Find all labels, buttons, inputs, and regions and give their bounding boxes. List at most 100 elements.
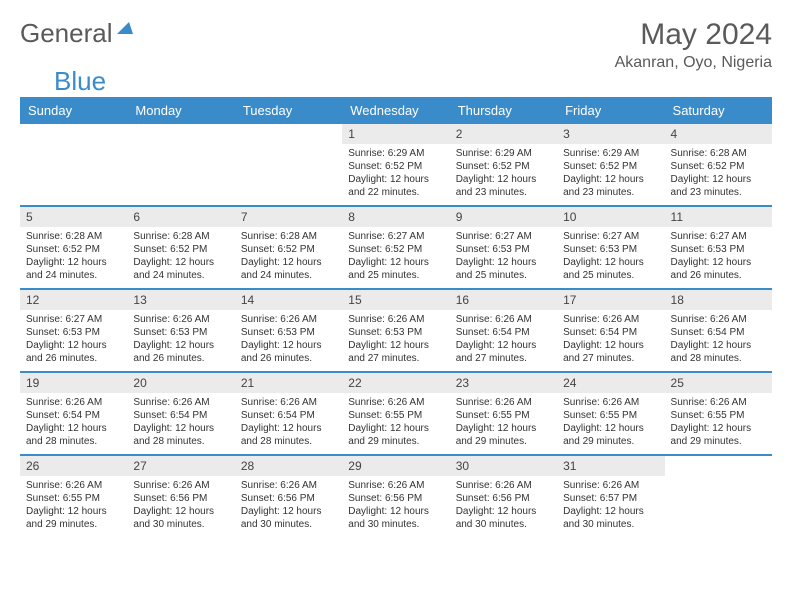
sunset-line: Sunset: 6:55 PM [456,409,551,422]
sunrise-line: Sunrise: 6:29 AM [563,147,658,160]
sunset-line: Sunset: 6:55 PM [26,492,121,505]
day-number: 7 [235,207,342,227]
sunrise-line: Sunrise: 6:26 AM [241,313,336,326]
day-data: Sunrise: 6:27 AMSunset: 6:53 PMDaylight:… [557,227,664,288]
sunrise-line: Sunrise: 6:26 AM [671,396,766,409]
sunrise-line: Sunrise: 6:28 AM [26,230,121,243]
day-header: Tuesday [235,97,342,124]
calendar-cell: 19Sunrise: 6:26 AMSunset: 6:54 PMDayligh… [20,372,127,455]
logo-text-1: General [20,18,113,49]
daylight-line: Daylight: 12 hours and 27 minutes. [348,339,443,365]
calendar-cell: 22Sunrise: 6:26 AMSunset: 6:55 PMDayligh… [342,372,449,455]
empty-day [127,124,234,144]
day-data: Sunrise: 6:29 AMSunset: 6:52 PMDaylight:… [450,144,557,205]
day-data: Sunrise: 6:28 AMSunset: 6:52 PMDaylight:… [20,227,127,288]
day-data: Sunrise: 6:26 AMSunset: 6:54 PMDaylight:… [235,393,342,454]
day-number: 20 [127,373,234,393]
sunrise-line: Sunrise: 6:27 AM [456,230,551,243]
sunset-line: Sunset: 6:53 PM [241,326,336,339]
day-data: Sunrise: 6:26 AMSunset: 6:56 PMDaylight:… [342,476,449,537]
calendar-cell: 25 Sunrise: 6:26 AMSunset: 6:55 PMDayligh… [665,372,772,455]
daylight-line: Daylight: 12 hours and 22 minutes. [348,173,443,199]
calendar-cell: 18Sunrise: 6:26 AMSunset: 6:54 PMDayligh… [665,289,772,372]
sunrise-line: Sunrise: 6:26 AM [563,313,658,326]
day-data: Sunrise: 6:26 AMSunset: 6:55 PMDaylight:… [450,393,557,454]
sunrise-line: Sunrise: 6:26 AM [133,396,228,409]
calendar-cell: 21Sunrise: 6:26 AMSunset: 6:54 PMDayligh… [235,372,342,455]
calendar-table: SundayMondayTuesdayWednesdayThursdayFrid… [20,97,772,537]
calendar-cell: 29Sunrise: 6:26 AMSunset: 6:56 PMDayligh… [342,455,449,537]
day-number: 18 [665,290,772,310]
day-data: Sunrise: 6:26 AMSunset: 6:54 PMDaylight:… [450,310,557,371]
daylight-line: Daylight: 12 hours and 30 minutes. [241,505,336,531]
sunrise-line: Sunrise: 6:26 AM [241,479,336,492]
day-data: Sunrise: 6:26 AMSunset: 6:57 PMDaylight:… [557,476,664,537]
calendar-cell: 27Sunrise: 6:26 AMSunset: 6:56 PMDayligh… [127,455,234,537]
sunset-line: Sunset: 6:52 PM [241,243,336,256]
sunrise-line: Sunrise: 6:26 AM [456,396,551,409]
day-number: 25 [665,373,772,393]
sunset-line: Sunset: 6:56 PM [241,492,336,505]
daylight-line: Daylight: 12 hours and 27 minutes. [563,339,658,365]
day-number: 23 [450,373,557,393]
day-data: Sunrise: 6:26 AMSunset: 6:54 PMDaylight:… [127,393,234,454]
daylight-line: Daylight: 12 hours and 25 minutes. [348,256,443,282]
sunset-line: Sunset: 6:56 PM [456,492,551,505]
calendar-cell: 1Sunrise: 6:29 AMSunset: 6:52 PMDaylight… [342,124,449,206]
daylight-line: Daylight: 12 hours and 23 minutes. [671,173,766,199]
sunrise-line: Sunrise: 6:26 AM [563,396,658,409]
calendar-cell: 14Sunrise: 6:26 AMSunset: 6:53 PMDayligh… [235,289,342,372]
day-number: 30 [450,456,557,476]
day-data: Sunrise: 6:27 AMSunset: 6:52 PMDaylight:… [342,227,449,288]
daylight-line: Daylight: 12 hours and 26 minutes. [133,339,228,365]
sunset-line: Sunset: 6:53 PM [26,326,121,339]
day-data: Sunrise: 6:26 AMSunset: 6:55 PMDaylight:… [557,393,664,454]
empty-day [20,124,127,144]
day-number: 24 [557,373,664,393]
sunset-line: Sunset: 6:56 PM [133,492,228,505]
daylight-line: Daylight: 12 hours and 24 minutes. [26,256,121,282]
sunrise-line: Sunrise: 6:26 AM [348,396,443,409]
sunset-line: Sunset: 6:53 PM [456,243,551,256]
sunrise-line: Sunrise: 6:29 AM [348,147,443,160]
calendar-cell: 6Sunrise: 6:28 AMSunset: 6:52 PMDaylight… [127,206,234,289]
sunset-line: Sunset: 6:54 PM [456,326,551,339]
day-number: 14 [235,290,342,310]
day-data: Sunrise: 6:27 AMSunset: 6:53 PMDaylight:… [20,310,127,371]
calendar-cell: 11Sunrise: 6:27 AMSunset: 6:53 PMDayligh… [665,206,772,289]
empty-day [235,124,342,144]
calendar-cell: 17Sunrise: 6:26 AMSunset: 6:54 PMDayligh… [557,289,664,372]
sunset-line: Sunset: 6:54 PM [671,326,766,339]
calendar-cell: 15Sunrise: 6:26 AMSunset: 6:53 PMDayligh… [342,289,449,372]
day-data: Sunrise: 6:29 AMSunset: 6:52 PMDaylight:… [342,144,449,205]
daylight-line: Daylight: 12 hours and 30 minutes. [348,505,443,531]
calendar-cell: 31Sunrise: 6:26 AMSunset: 6:57 PMDayligh… [557,455,664,537]
calendar-cell: 3Sunrise: 6:29 AMSunset: 6:52 PMDaylight… [557,124,664,206]
day-header: Sunday [20,97,127,124]
day-data: Sunrise: 6:28 AMSunset: 6:52 PMDaylight:… [665,144,772,205]
day-number: 2 [450,124,557,144]
daylight-line: Daylight: 12 hours and 28 minutes. [133,422,228,448]
day-data: Sunrise: 6:29 AMSunset: 6:52 PMDaylight:… [557,144,664,205]
calendar-week: 26Sunrise: 6:26 AMSunset: 6:55 PMDayligh… [20,455,772,537]
daylight-line: Daylight: 12 hours and 30 minutes. [456,505,551,531]
logo: General [20,18,135,49]
daylight-line: Daylight: 12 hours and 25 minutes. [456,256,551,282]
daylight-line: Daylight: 12 hours and 29 minutes. [671,422,766,448]
day-header-row: SundayMondayTuesdayWednesdayThursdayFrid… [20,97,772,124]
sunrise-line: Sunrise: 6:27 AM [563,230,658,243]
day-number: 28 [235,456,342,476]
sunset-line: Sunset: 6:53 PM [133,326,228,339]
daylight-line: Daylight: 12 hours and 30 minutes. [133,505,228,531]
logo-text-2: Blue [54,66,792,97]
sunrise-line: Sunrise: 6:26 AM [26,396,121,409]
sunset-line: Sunset: 6:55 PM [671,409,766,422]
sunset-line: Sunset: 6:55 PM [563,409,658,422]
sunset-line: Sunset: 6:52 PM [348,160,443,173]
calendar-cell: 28 Sunrise: 6:26 AMSunset: 6:56 PMDayligh… [235,455,342,537]
sunset-line: Sunset: 6:53 PM [671,243,766,256]
sunrise-line: Sunrise: 6:28 AM [671,147,766,160]
daylight-line: Daylight: 12 hours and 23 minutes. [563,173,658,199]
calendar-week: 1Sunrise: 6:29 AMSunset: 6:52 PMDaylight… [20,124,772,206]
calendar-cell: 26Sunrise: 6:26 AMSunset: 6:55 PMDayligh… [20,455,127,537]
